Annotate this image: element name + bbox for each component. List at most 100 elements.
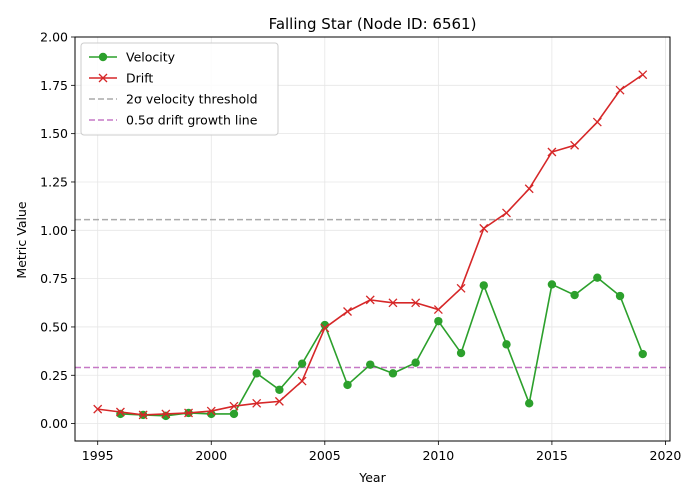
data-point [138, 410, 148, 420]
x-tick-label: 2015 [536, 448, 568, 463]
x-axis: 1995 2000 2005 2010 2015 2020 [82, 441, 682, 463]
data-point [479, 223, 489, 233]
data-point [98, 52, 108, 62]
data-point [524, 399, 534, 408]
data-point [229, 409, 239, 419]
series-group [93, 70, 648, 421]
data-point [229, 401, 239, 411]
data-point [502, 340, 511, 349]
legend-item: 2σ velocity threshold [89, 92, 258, 107]
data-point-stroke [252, 398, 262, 408]
data-point-stroke [274, 396, 284, 406]
data-point [638, 349, 647, 359]
data-point [524, 184, 534, 194]
data-point [297, 376, 307, 386]
y-tick-label: 1.75 [40, 78, 68, 93]
legend: Velocity Drift 2σ velocity threshold 0.5σ d… [80, 42, 279, 136]
legend-label: Velocity [126, 50, 176, 65]
legend-label: 2σ velocity threshold [126, 92, 258, 107]
data-point-stroke [547, 147, 557, 157]
x-tick-label: 2010 [422, 448, 454, 463]
data-point [343, 380, 352, 390]
data-point-stroke [524, 184, 534, 194]
x-tick-label: 2005 [309, 448, 341, 463]
y-axis: 0.00 0.25 0.50 0.75 1.00 1.25 1.50 1.75 2.00 [40, 30, 75, 431]
data-point [570, 290, 579, 300]
x-tick-label: 2020 [650, 448, 682, 463]
y-tick-label: 0.00 [40, 416, 68, 431]
legend-item: Velocity [89, 50, 176, 65]
data-point-stroke [388, 298, 398, 308]
data-point-stroke [615, 85, 625, 95]
data-point [184, 408, 194, 418]
data-point [411, 358, 420, 367]
data-point [365, 295, 375, 305]
legend-item: 0.5σ drift growth line [89, 113, 258, 128]
data-point [638, 70, 648, 80]
data-point-stroke [502, 208, 511, 218]
y-tick-label: 1.50 [40, 126, 68, 141]
data-point [98, 73, 108, 83]
data-point [479, 281, 488, 290]
data-point [275, 385, 284, 394]
x-tick-label: 2000 [195, 448, 227, 463]
data-point-stroke [206, 406, 216, 416]
data-point-stroke [433, 305, 443, 315]
data-point [456, 348, 466, 358]
data-point-stroke [98, 73, 108, 83]
data-point [615, 85, 625, 95]
data-point-stroke [320, 323, 330, 333]
data-point [161, 411, 171, 421]
data-point [115, 407, 125, 417]
data-point [570, 140, 580, 150]
data-point-stroke [365, 295, 375, 305]
data-point [502, 208, 511, 218]
y-tick-label: 2.00 [40, 30, 68, 45]
data-point [161, 409, 171, 419]
data-point [320, 323, 330, 333]
legend-label: 0.5σ drift growth line [126, 113, 258, 128]
data-point-stroke [456, 283, 466, 293]
x-axis-label: Year [358, 470, 386, 485]
y-tick-label: 0.25 [40, 368, 68, 383]
data-point-stroke [411, 298, 421, 308]
data-point [456, 283, 466, 293]
y-axis-label: Metric Value [14, 201, 29, 278]
data-point-stroke [479, 223, 489, 233]
data-point-stroke [115, 407, 125, 417]
data-point [411, 298, 421, 308]
y-tick-label: 1.00 [40, 223, 68, 238]
data-point [434, 316, 443, 326]
data-point-stroke [592, 117, 602, 127]
data-point-stroke [184, 408, 194, 418]
data-point-stroke [638, 70, 648, 80]
data-point-stroke [570, 140, 580, 150]
legend-item: Drift [89, 71, 153, 86]
data-point [343, 307, 352, 316]
data-point [93, 404, 103, 414]
data-point [592, 117, 602, 127]
data-point [615, 291, 625, 301]
data-point [388, 298, 398, 308]
series-drift [93, 70, 648, 420]
y-tick-label: 0.75 [40, 271, 68, 286]
data-point-stroke [161, 409, 171, 419]
legend-label: Drift [126, 71, 153, 86]
data-point-stroke [229, 401, 239, 411]
data-point [274, 396, 284, 406]
data-point-stroke [297, 376, 307, 386]
chart-title: Falling Star (Node ID: 6561) [269, 15, 477, 33]
data-point [388, 369, 398, 378]
legend-box [80, 42, 279, 136]
data-point-stroke [93, 404, 103, 414]
data-point [206, 406, 216, 416]
data-point [252, 369, 261, 378]
data-point-stroke [138, 410, 148, 420]
data-point [593, 273, 602, 282]
data-point-stroke [343, 307, 352, 316]
x-tick-label: 1995 [82, 448, 114, 463]
data-point [547, 147, 557, 157]
data-point [547, 280, 557, 289]
data-point [433, 305, 443, 315]
